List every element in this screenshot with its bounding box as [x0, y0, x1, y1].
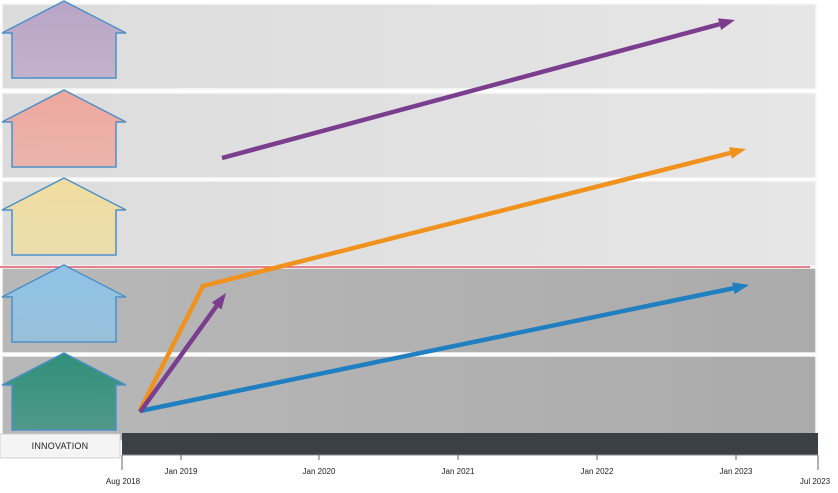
house-icon — [1, 89, 127, 168]
tick-label: Jan 2020 — [302, 467, 336, 476]
arrow-orange — [137, 147, 746, 412]
tick-label: Jan 2023 — [719, 467, 753, 476]
tick-label: Jan 2022 — [580, 467, 614, 476]
scale-label: INNOVATION — [31, 441, 89, 451]
tick-label: Jan 2021 — [441, 467, 475, 476]
lane-band-1 — [1, 3, 817, 90]
house-icon — [1, 352, 127, 431]
tick-label: Jan 2019 — [164, 467, 198, 476]
arrow-blue — [139, 282, 749, 414]
scale-label-box — [0, 433, 121, 459]
house-icon — [1, 177, 127, 256]
timeline-end-label: Jul 2023 — [799, 477, 831, 486]
timeline-start-label: Aug 2018 — [105, 477, 141, 486]
lane-band-5 — [1, 355, 817, 442]
lane-band-3 — [1, 180, 817, 267]
arrow-purple-short — [138, 293, 226, 414]
house-icon — [1, 264, 127, 343]
house-icon — [1, 0, 127, 79]
timeline-bar — [122, 433, 818, 455]
arrow-purple-top — [221, 18, 735, 161]
lane-band-4 — [1, 267, 817, 354]
